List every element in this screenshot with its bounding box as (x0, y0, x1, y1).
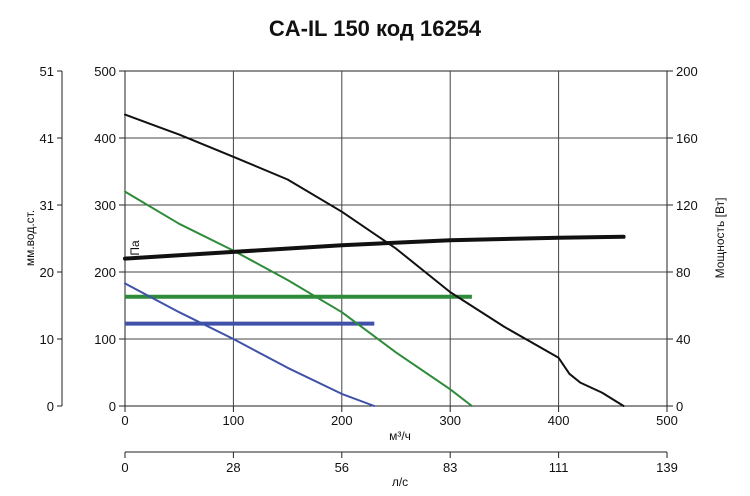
y-left-tick-label: 51 (40, 64, 54, 79)
plot-area (124, 70, 668, 407)
x-tick-label: 300 (439, 413, 461, 428)
x-bottom-tick-label: 83 (443, 460, 457, 475)
y-right-tick-label: 200 (676, 64, 698, 79)
y-inner-axis-title: Па (128, 240, 142, 256)
x-bottom-tick-label: 56 (335, 460, 349, 475)
x-tick-label: 100 (223, 413, 245, 428)
chart-title: CA-IL 150 код 16254 (268, 16, 482, 41)
grid-lines (125, 71, 667, 406)
y-right-tick-label: 120 (676, 198, 698, 213)
y-tick-label: 100 (94, 332, 116, 347)
x-bottom-tick-label: 139 (656, 460, 678, 475)
y-tick-label: 200 (94, 265, 116, 280)
y-right-tick-label: 40 (676, 332, 690, 347)
y-left-tick-label: 31 (40, 198, 54, 213)
x-axis-title: м³/ч (389, 429, 411, 443)
y-tick-label: 500 (94, 64, 116, 79)
power-curve (123, 234, 626, 261)
y-left-tick-label: 20 (40, 265, 54, 280)
y-tick-label: 0 (109, 399, 116, 414)
x-tick-label: 200 (331, 413, 353, 428)
y-left-tick-label: 41 (40, 131, 54, 146)
y-left-tick-label: 0 (47, 399, 54, 414)
x-bottom-tick-label: 111 (549, 460, 569, 475)
x-tick-label: 500 (656, 413, 678, 428)
series-group (123, 113, 626, 407)
y-left-tick-label: 10 (40, 332, 54, 347)
x-bottom-tick-label: 28 (226, 460, 240, 475)
y-right-axis-title: Мощность [Вт] (713, 198, 727, 279)
x-tick-label: 0 (121, 413, 128, 428)
axes: 0100200300400500010203141510408012016020… (40, 64, 698, 475)
y-tick-label: 400 (94, 131, 116, 146)
x-tick-label: 400 (548, 413, 570, 428)
y-tick-label: 300 (94, 198, 116, 213)
y-right-tick-label: 160 (676, 131, 698, 146)
pressure-curve (124, 190, 473, 407)
y-right-tick-label: 0 (676, 399, 683, 414)
y-right-tick-label: 80 (676, 265, 690, 280)
pressure-curve (124, 282, 376, 407)
x-bottom-axis-title: л/с (392, 475, 408, 489)
x-bottom-tick-label: 0 (121, 460, 128, 475)
pressure-curve (124, 113, 625, 407)
y-left-axis-title: мм.вод.ст. (23, 210, 37, 266)
